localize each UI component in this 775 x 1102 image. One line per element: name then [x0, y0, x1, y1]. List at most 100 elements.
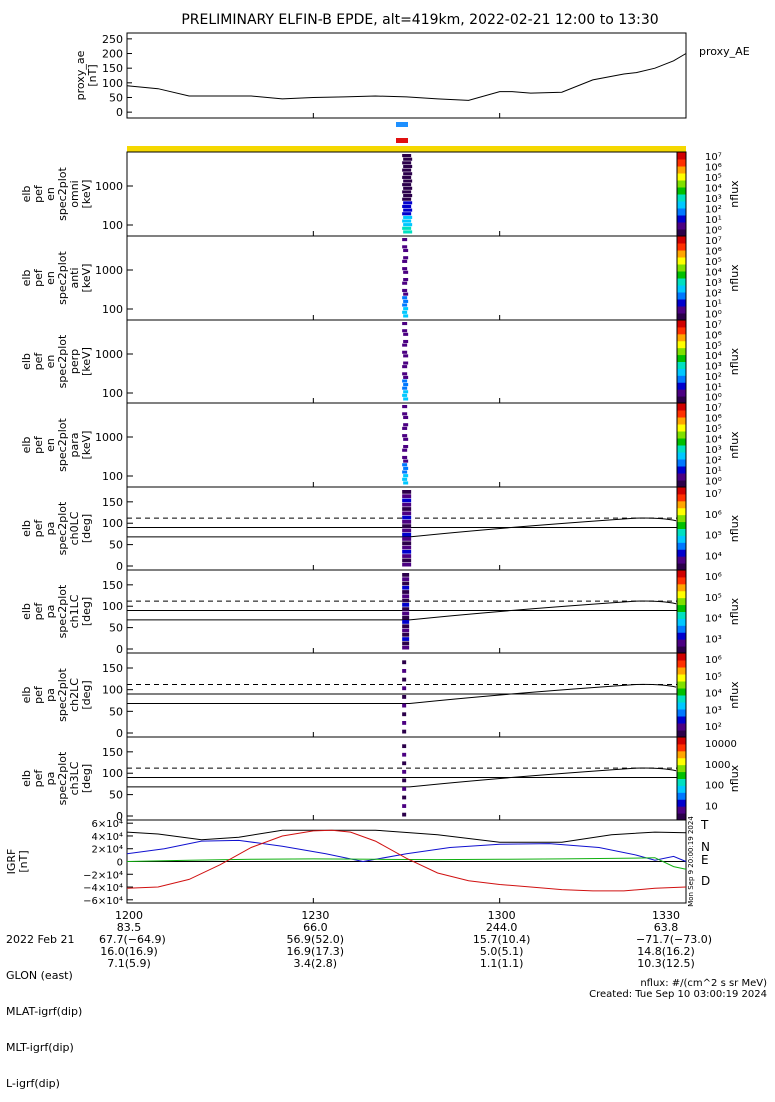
loss-cone-line	[127, 683, 677, 704]
data-cell	[403, 292, 409, 296]
x-axis-value: 3.4(2.8)	[293, 957, 338, 970]
data-cell	[403, 339, 409, 344]
legend-entry: T	[700, 818, 709, 832]
y-tick-label: 50	[109, 91, 123, 104]
y-axis-label: spec2plot	[56, 251, 69, 305]
y-axis-label: spec2plot	[56, 584, 69, 638]
y-tick-label: 100	[102, 517, 123, 530]
y-axis-label: IGRF	[5, 849, 18, 875]
y-tick-label: 50	[109, 705, 123, 718]
data-cell	[402, 393, 408, 397]
colorbar-segment	[677, 792, 686, 800]
y-tick-label: 100	[102, 600, 123, 613]
colorbar-label: nflux	[728, 764, 741, 792]
colorbar-segment	[677, 445, 686, 453]
y-tick-label: 0	[116, 560, 123, 573]
colorbar-segment	[677, 590, 686, 599]
y-axis-label: en	[44, 187, 57, 201]
colorbar-segment	[677, 702, 686, 710]
data-cell	[402, 812, 407, 817]
data-cell	[403, 390, 409, 394]
colorbar-segment	[677, 570, 686, 578]
data-cell	[403, 278, 409, 282]
data-cell	[402, 581, 410, 586]
colorbar-segment	[677, 583, 686, 592]
colorbar-segment	[677, 646, 686, 654]
colorbar-segment	[677, 361, 686, 369]
colorbar-tick-label: 10¹	[705, 299, 722, 310]
x-axis-value: 1200	[115, 909, 143, 922]
colorbar-segment	[677, 299, 686, 307]
y-tick-label: 1000	[95, 264, 123, 277]
x-axis-value: 5.0(5.1)	[479, 945, 524, 958]
colorbar-tick-label: 1000	[705, 760, 730, 771]
colorbar-segment	[677, 813, 686, 821]
y-axis-label: elb	[20, 186, 33, 203]
data-cell	[402, 519, 412, 524]
colorbar-segment	[677, 173, 686, 181]
data-cell	[403, 437, 409, 441]
data-cell	[402, 238, 408, 242]
y-tick-label: 100	[102, 470, 123, 483]
x-axis-value: 1.1(1.1)	[479, 957, 524, 970]
colorbar-segment	[677, 549, 686, 557]
y-tick-label: 1000	[95, 348, 123, 361]
data-cell	[402, 641, 410, 646]
series-line-E	[126, 857, 687, 870]
colorbar-segment	[677, 278, 686, 286]
colorbar-segment	[677, 716, 686, 724]
data-cell	[402, 607, 410, 611]
data-cell	[402, 412, 408, 416]
panel-frame	[126, 151, 678, 237]
data-cell	[402, 637, 410, 641]
data-cell	[402, 577, 410, 582]
y-axis-label: ch2LC	[68, 678, 81, 712]
row-label: L-igrf(dip)	[6, 1077, 60, 1090]
y-axis-label: perp	[68, 349, 81, 374]
colorbar-tick-label: 10⁶	[705, 330, 722, 341]
y-axis-label: pef	[32, 519, 45, 538]
colorbar-tick-label: 10²	[705, 722, 722, 733]
y-axis-label: pa	[44, 688, 57, 702]
data-cell	[402, 379, 408, 383]
colorbar-segment	[677, 215, 686, 223]
colorbar-segment	[677, 389, 686, 397]
colorbar-segment	[677, 159, 686, 167]
y-tick-label: −2×10⁴	[83, 870, 123, 881]
colorbar-segment	[677, 180, 686, 188]
data-cell	[402, 795, 407, 800]
colorbar-tick-label: 10⁵	[705, 672, 722, 683]
x-axis-row-labels: 2022 Feb 21 GLON (east) MLAT-igrf(dip) M…	[6, 910, 82, 1102]
data-cell	[402, 296, 408, 300]
data-cell	[402, 558, 412, 563]
colorbar-label: nflux	[728, 597, 741, 625]
colorbar-segment	[677, 625, 686, 633]
colorbar-tick-label: 10⁷	[705, 489, 722, 500]
y-axis-label: [deg]	[80, 680, 93, 709]
data-cell	[402, 620, 410, 624]
y-axis-label: spec2plot	[56, 167, 69, 221]
data-cell	[402, 615, 410, 620]
data-cell	[402, 602, 410, 607]
x-axis-value: 63.8	[653, 921, 679, 934]
colorbar-label: nflux	[728, 180, 741, 208]
data-cell	[402, 515, 412, 520]
y-axis-label: pa	[44, 772, 57, 786]
colorbar-tick-label: 10⁰	[705, 477, 722, 488]
data-cell	[402, 426, 408, 430]
y-tick-label: 250	[102, 33, 123, 46]
colorbar-segment	[677, 778, 686, 786]
data-cell	[403, 459, 409, 463]
footer-units: nflux: #/(cm^2 s sr MeV)	[640, 978, 767, 989]
colorbar-segment	[677, 750, 686, 759]
colorbar-tick-label: 10²	[705, 205, 722, 216]
data-cell	[403, 230, 413, 234]
data-cell	[402, 703, 407, 708]
data-cell	[403, 397, 409, 401]
data-cell	[403, 383, 409, 387]
legend-entry: N	[701, 840, 710, 854]
colorbar-segment	[677, 306, 686, 314]
colorbar-label: nflux	[728, 681, 741, 709]
data-cell	[402, 329, 408, 333]
data-cell	[402, 590, 410, 594]
